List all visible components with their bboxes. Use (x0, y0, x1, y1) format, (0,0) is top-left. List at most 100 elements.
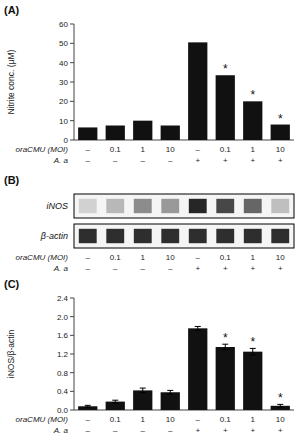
x-tick-label: 0.1 (110, 145, 122, 154)
x-tick-label: 1 (251, 253, 256, 262)
error-line (142, 388, 143, 393)
blot-panel: (B)iNOSβ-actinoraCMU (MOI)A. a––0.1–1–10… (4, 174, 294, 273)
band (134, 229, 152, 243)
bar (216, 347, 235, 410)
x-tick-label: – (86, 426, 91, 435)
y-tick-label: 0.4 (57, 387, 69, 396)
y-tick (70, 62, 74, 63)
x-tick-label: + (278, 264, 283, 273)
y-tick (70, 101, 74, 102)
x-tick-label: + (195, 426, 200, 435)
bar (161, 126, 180, 141)
x-row-label: oraCMU (MOI) (16, 145, 69, 154)
annotation: * (223, 62, 228, 76)
x-tick-label: – (141, 426, 146, 435)
x-tick-label: + (250, 264, 255, 273)
bar (106, 402, 125, 410)
error-cap (222, 349, 228, 350)
x-tick-label: – (196, 145, 201, 154)
y-tick-label: 2.0 (57, 313, 69, 322)
x-tick-label: + (195, 156, 200, 165)
band (244, 199, 262, 213)
y-axis (74, 298, 75, 410)
annotation: * (250, 335, 255, 349)
panel-title: (B) (4, 174, 20, 186)
y-tick (70, 354, 74, 355)
x-tick-label: – (141, 264, 146, 273)
annotation: * (250, 88, 255, 102)
y-tick (70, 140, 74, 141)
x-tick-label: – (86, 264, 91, 273)
y-tick-label: 1.6 (57, 331, 69, 340)
bar-panel: (A)0102030405060Nitrite conc. (μM)***ora… (4, 4, 294, 165)
bar (243, 101, 262, 140)
y-axis-label: Nitrite conc. (μM) (6, 49, 16, 114)
x-tick-label: 1 (251, 415, 256, 424)
error-cap (250, 354, 256, 355)
y-tick (70, 82, 74, 83)
x-tick-label: + (195, 264, 200, 273)
y-tick-label: 0.8 (57, 369, 69, 378)
marks (78, 42, 290, 140)
x-tick-label: 10 (276, 253, 285, 262)
x-tick-label: – (86, 145, 91, 154)
bar (78, 127, 97, 140)
x-tick-label: 0.1 (220, 415, 232, 424)
x-row-label: oraCMU (MOI) (16, 415, 69, 424)
x-tick-label: + (223, 426, 228, 435)
x-tick-label: + (223, 264, 228, 273)
x-tick-label: 10 (276, 415, 285, 424)
bar (133, 390, 152, 410)
x-tick-label: + (278, 156, 283, 165)
x-tick-label: – (86, 415, 91, 424)
y-axis-label: iNOS/β-actin (6, 330, 16, 379)
bar (216, 75, 235, 140)
y-tick (70, 24, 74, 25)
y-tick (70, 372, 74, 373)
x-tick-label: 10 (166, 145, 175, 154)
y-tick-label: 0.0 (57, 406, 69, 415)
x-tick-label: 1 (141, 145, 146, 154)
bar (243, 352, 262, 410)
error-cap (167, 394, 173, 395)
x-tick-label: – (168, 264, 173, 273)
band (271, 199, 289, 213)
y-tick (70, 43, 74, 44)
row-label: β-actin (40, 231, 68, 241)
band (216, 199, 234, 213)
error-cap (140, 392, 146, 393)
y-tick-label: 10 (59, 117, 68, 126)
error-cap (167, 390, 173, 391)
band (79, 229, 97, 243)
error-bar (167, 390, 173, 394)
y-tick (70, 298, 74, 299)
y-tick (70, 335, 74, 336)
band (271, 229, 289, 243)
band (244, 229, 262, 243)
y-tick-label: 2.4 (57, 294, 69, 303)
error-cap (277, 407, 283, 408)
x-row-label: A. a (53, 264, 69, 273)
bar (271, 125, 290, 140)
error-cap (112, 400, 118, 401)
bar (106, 126, 125, 141)
x-tick-label: 0.1 (110, 253, 122, 262)
y-tick-label: 1.2 (57, 350, 69, 359)
x-tick-label: 10 (166, 253, 175, 262)
error-bar (85, 405, 91, 407)
x-tick-label: – (113, 264, 118, 273)
x-tick-label: – (168, 426, 173, 435)
band (161, 199, 179, 213)
x-tick-label: 0.1 (220, 145, 232, 154)
row-label: iNOS (46, 201, 68, 211)
bar (188, 42, 207, 140)
band (189, 229, 207, 243)
band (106, 199, 124, 213)
x-tick-label: – (168, 156, 173, 165)
band (134, 199, 152, 213)
x-row-label: A. a (53, 156, 69, 165)
error-cap (195, 326, 201, 327)
figure: (A)0102030405060Nitrite conc. (μM)***ora… (0, 0, 302, 442)
bar-panel: (C)0.00.40.81.21.62.02.4iNOS/β-actin***o… (4, 278, 294, 435)
y-tick-label: 40 (59, 59, 68, 68)
